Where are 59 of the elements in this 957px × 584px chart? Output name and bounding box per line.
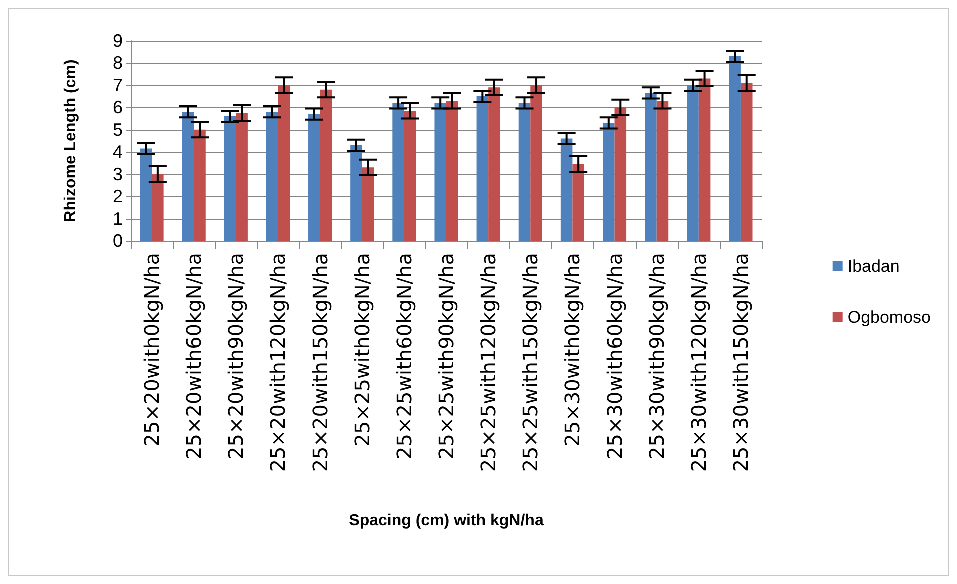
bar <box>224 116 236 241</box>
bar <box>266 112 278 241</box>
y-tick-label: 6 <box>112 98 123 118</box>
bar <box>488 88 500 241</box>
bar <box>614 108 627 241</box>
x-tick-label: 25×20with120kgN/ha <box>266 253 290 472</box>
x-tick-label: 25×30with60kgN/ha <box>602 253 627 460</box>
y-tick-label: 8 <box>112 53 123 74</box>
bar <box>656 101 669 241</box>
bar <box>572 164 584 241</box>
legend-label: Ibadan <box>848 257 900 276</box>
y-tick-label: 5 <box>112 120 123 140</box>
bar <box>194 130 206 241</box>
x-tick-label: 25×30with120kgN/ha <box>686 253 711 472</box>
bar <box>278 85 290 241</box>
bar <box>392 103 404 241</box>
bar <box>602 123 615 241</box>
bar <box>320 90 332 241</box>
bar <box>308 114 320 241</box>
bar <box>152 174 164 241</box>
x-tick-label: 25×25with120kgN/ha <box>476 253 501 472</box>
bar <box>446 101 458 241</box>
x-tick-label: 25×20with150kgN/ha <box>308 253 332 472</box>
bar <box>729 56 741 241</box>
y-tick-label: 9 <box>112 31 123 51</box>
bar <box>560 138 573 241</box>
x-tick-label: 25×20with90kgN/ha <box>224 253 248 460</box>
bar <box>476 96 489 241</box>
bar <box>434 103 446 241</box>
y-tick-label: 3 <box>112 164 123 184</box>
y-axis-title: Rhizome Length (cm) <box>62 60 80 222</box>
bar <box>236 113 248 241</box>
bar <box>645 93 657 241</box>
legend-label: Ogbomoso <box>848 308 932 327</box>
bar <box>518 103 531 241</box>
bar <box>698 78 711 241</box>
x-tick-label: 25×30with90kgN/ha <box>644 253 669 460</box>
bar <box>362 168 374 241</box>
bar <box>350 145 362 241</box>
x-tick-label: 25×25with0kgN/ha <box>350 253 374 447</box>
x-tick-label: 25×25with150kgN/ha <box>518 253 543 472</box>
bar <box>687 85 699 241</box>
y-tick-label: 0 <box>112 231 123 251</box>
bar <box>404 111 416 241</box>
y-tick-label: 2 <box>112 186 123 207</box>
x-tick-label: 25×25with90kgN/ha <box>434 253 458 460</box>
x-tick-label: 25×30with0kgN/ha <box>560 253 585 447</box>
x-tick-label: 25×25with60kgN/ha <box>392 253 416 460</box>
bar <box>140 148 152 241</box>
y-tick-label: 4 <box>112 142 123 162</box>
bar <box>740 83 753 241</box>
bar <box>182 112 194 241</box>
x-axis-title: Spacing (cm) with kgN/ha <box>349 512 544 530</box>
bar <box>530 85 542 241</box>
y-tick-label: 1 <box>112 208 123 229</box>
x-tick-label: 25×30with150kgN/ha <box>728 253 753 472</box>
y-tick-label: 7 <box>112 75 123 96</box>
x-tick-label: 25×20with0kgN/ha <box>140 253 164 447</box>
x-tick-label: 25×20with60kgN/ha <box>182 253 206 460</box>
